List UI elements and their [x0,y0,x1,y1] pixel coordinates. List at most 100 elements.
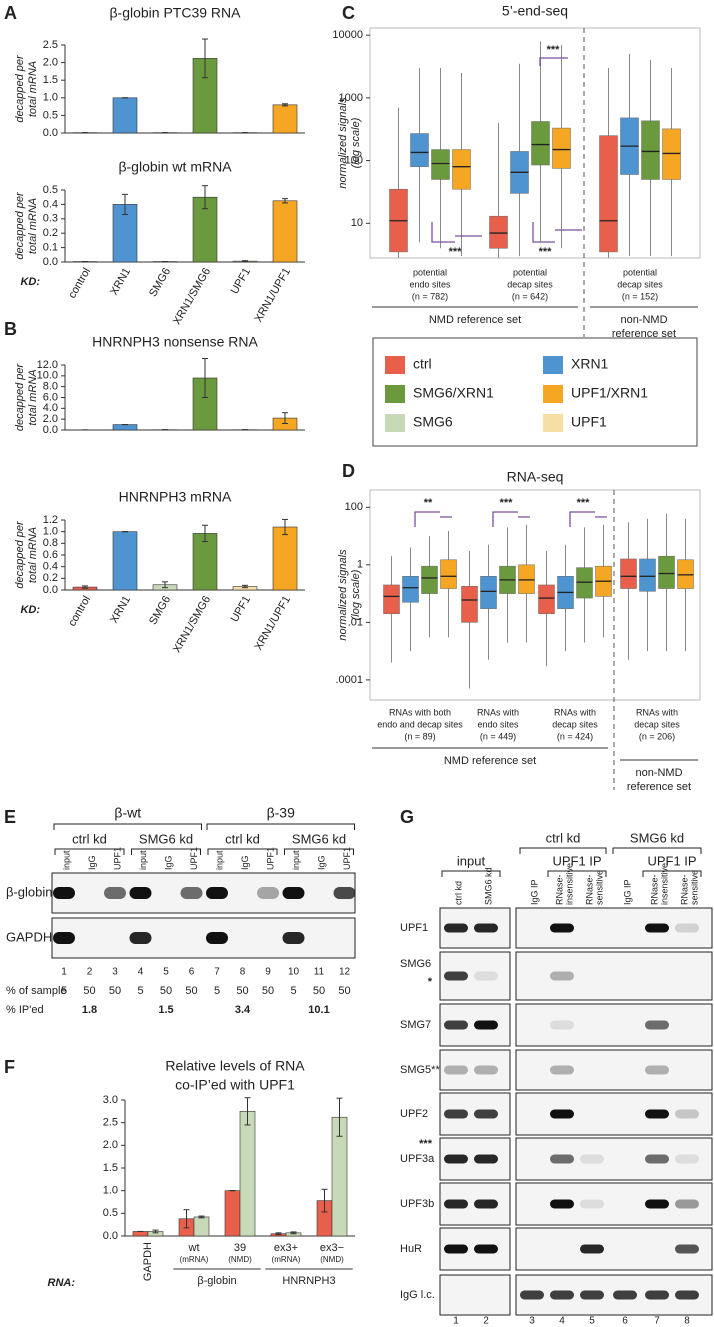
band [129,887,152,899]
y-tick-label: 2.0 [103,1139,118,1151]
chart-title: β-globin wt mRNA [118,159,232,175]
y-tick-label: 1000 [339,92,363,104]
lane-label: RNase- [554,874,564,905]
chart-title: co-IP’ed with UPF1 [175,1077,295,1093]
band [550,1109,574,1119]
band [645,1020,669,1030]
band [580,1154,604,1164]
blot [439,1274,511,1316]
y-tick-label: 0.0 [43,424,58,436]
lane-label: input [138,850,148,870]
sample-percent: 5 [61,985,67,997]
y-tick-label: 0.0 [103,1230,118,1242]
group-label: UPF1 IP [552,853,601,868]
band [474,1244,498,1254]
band [520,1290,544,1300]
box [489,215,508,249]
bar [192,58,218,134]
band [550,1020,574,1030]
y-tick-label: 0.5 [43,109,58,121]
box [421,565,438,594]
band [550,923,574,933]
lane-label: input [291,850,301,870]
bar [272,104,298,134]
blot [51,872,356,914]
lane-label: RNase- [649,874,659,905]
lane-label: ctrl kd [453,881,463,905]
y-tick-label: 3.0 [103,1094,118,1106]
lane-label: UPF1 [189,847,199,870]
kd-bracket [54,848,125,855]
band [104,887,126,899]
x-tick-label: SMG6 [147,266,173,299]
y-tick-label: 10000 [332,29,363,41]
y-tick-label: 2.5 [103,1117,118,1129]
x-tick-label: SMG6 [147,594,173,627]
lane-label: UPF1 [342,847,352,870]
category-note: (mRNA) [180,1255,209,1264]
row-note: * [428,976,433,988]
band [675,1199,699,1209]
blot [515,951,713,1001]
kd-bracket [131,848,201,855]
lane-label: insensitive [659,863,669,905]
chart-title: HNRNPH3 mRNA [119,489,232,505]
significance-bracket [414,511,607,527]
lane-number: 5 [163,967,169,978]
lane-label: insensitive [564,863,574,905]
category-label: (n = 152) [622,291,658,301]
category-label: (n = 206) [639,731,675,741]
y-axis-label: normalized signals [337,549,349,641]
box [402,576,419,603]
category-label: (n = 89) [404,731,435,741]
y-tick-label: 0.6 [43,549,58,561]
legend-label: ctrl [413,356,432,372]
kd-label: SMG6 kd [630,830,684,845]
y-tick-label: 0.4 [43,198,58,210]
band [53,887,75,899]
lane-number: 4 [138,967,144,978]
category-label: RNAs with both [389,707,451,717]
y-tick-label: 1.0 [43,526,58,538]
y-tick-label: 0.1 [43,242,58,254]
bar [239,1111,256,1237]
x-tick-label: ex3− [320,1242,344,1254]
sample-percent: 50 [83,985,95,997]
y-tick-label: 0.0 [43,256,58,268]
blot [439,1049,511,1091]
x-axis-label: KD: [20,276,40,288]
lane-number: 3 [529,1316,535,1327]
panel-label: D [342,461,355,481]
y-tick-label: 1.5 [103,1162,118,1174]
x-tick-label: UPF1 [229,594,253,624]
y-axis-label: decapped per [14,363,26,432]
y-tick-label: 6.0 [43,391,58,403]
reference-set-label: NMD reference set [429,314,521,326]
lane-label: RNase- [584,874,594,905]
band [282,932,305,944]
y-tick-label: 0.8 [43,537,58,549]
y-tick-label: 0.2 [43,572,58,584]
y-tick-label: 1.5 [43,74,58,86]
sample-percent: 5 [214,985,220,997]
lane-label: IgG [87,855,97,870]
reference-set-label: non-NMD [635,767,682,779]
band [444,1199,468,1209]
band [613,1290,637,1300]
band [645,1199,669,1209]
row-label: GAPDH [6,929,52,944]
y-tick-label: 0.3 [43,213,58,225]
chart-title: RNA-seq [507,469,564,485]
sample-percent: 50 [185,985,197,997]
sample-percent: 50 [338,985,350,997]
y-tick-label: 100 [345,155,363,167]
sample-percent: 50 [160,985,172,997]
band [580,1199,604,1209]
lane-label: IgG [316,855,326,870]
kd-bracket [284,848,354,855]
lane-number: 9 [265,967,271,978]
band [550,971,574,981]
category-label: RNAs with [477,707,519,717]
condition-label: β-39 [267,805,296,821]
